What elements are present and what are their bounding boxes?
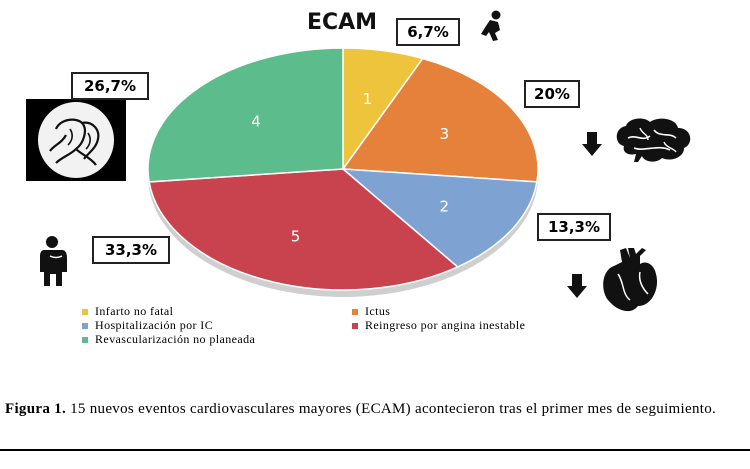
pie-slice xyxy=(147,47,344,183)
coronary-angiogram-icon xyxy=(26,99,126,181)
legend-item: Revascularización no planeada xyxy=(82,332,255,347)
legend-swatch xyxy=(352,323,358,330)
legend-label: Ictus xyxy=(365,304,391,318)
person-chest-pain-icon xyxy=(40,236,67,286)
slice-number-label: 2 xyxy=(439,197,449,215)
caption-label: Figura 1. xyxy=(5,401,67,417)
pie-slice xyxy=(341,57,539,183)
legend-item: Ictus xyxy=(352,304,390,319)
legend-label: Hospitalización por IC xyxy=(95,318,214,332)
pie-slice xyxy=(148,168,460,291)
callout-slice-5: 33,3% xyxy=(92,236,170,264)
slice-number-label: 3 xyxy=(440,125,450,143)
slice-number-label: 4 xyxy=(251,112,261,130)
legend-item: Hospitalización por IC xyxy=(82,318,213,333)
figure-caption: Figura 1. 15 nuevos eventos cardiovascul… xyxy=(5,400,743,419)
callout-slice-2: 13,3% xyxy=(537,213,611,241)
legend-label: Infarto no fatal xyxy=(95,304,174,318)
down-arrow-icon xyxy=(567,274,587,298)
legend-item: Infarto no fatal xyxy=(82,304,173,319)
caption-text: 15 nuevos eventos cardiovasculares mayor… xyxy=(66,401,717,417)
chart-title: ECAM xyxy=(307,10,377,35)
callout-slice-1: 6,7% xyxy=(396,18,460,46)
slice-number-label: 1 xyxy=(363,90,373,108)
runner-icon xyxy=(481,10,501,41)
legend-swatch xyxy=(82,309,88,316)
brain-icon xyxy=(616,118,691,162)
legend-swatch xyxy=(82,323,88,330)
legend-item: Reingreso por angina inestable xyxy=(352,318,525,333)
pie-slice xyxy=(340,168,538,268)
legend-swatch xyxy=(82,337,88,344)
heart-icon xyxy=(603,248,658,312)
slice-number-label: 5 xyxy=(291,227,301,245)
callout-slice-3: 20% xyxy=(524,80,580,108)
down-arrow-icon xyxy=(582,132,602,156)
legend-swatch xyxy=(352,309,358,316)
callout-slice-4: 26,7% xyxy=(71,72,149,100)
caption-divider xyxy=(0,449,750,451)
legend-label: Reingreso por angina inestable xyxy=(365,318,526,332)
legend-label: Revascularización no planeada xyxy=(95,332,256,346)
